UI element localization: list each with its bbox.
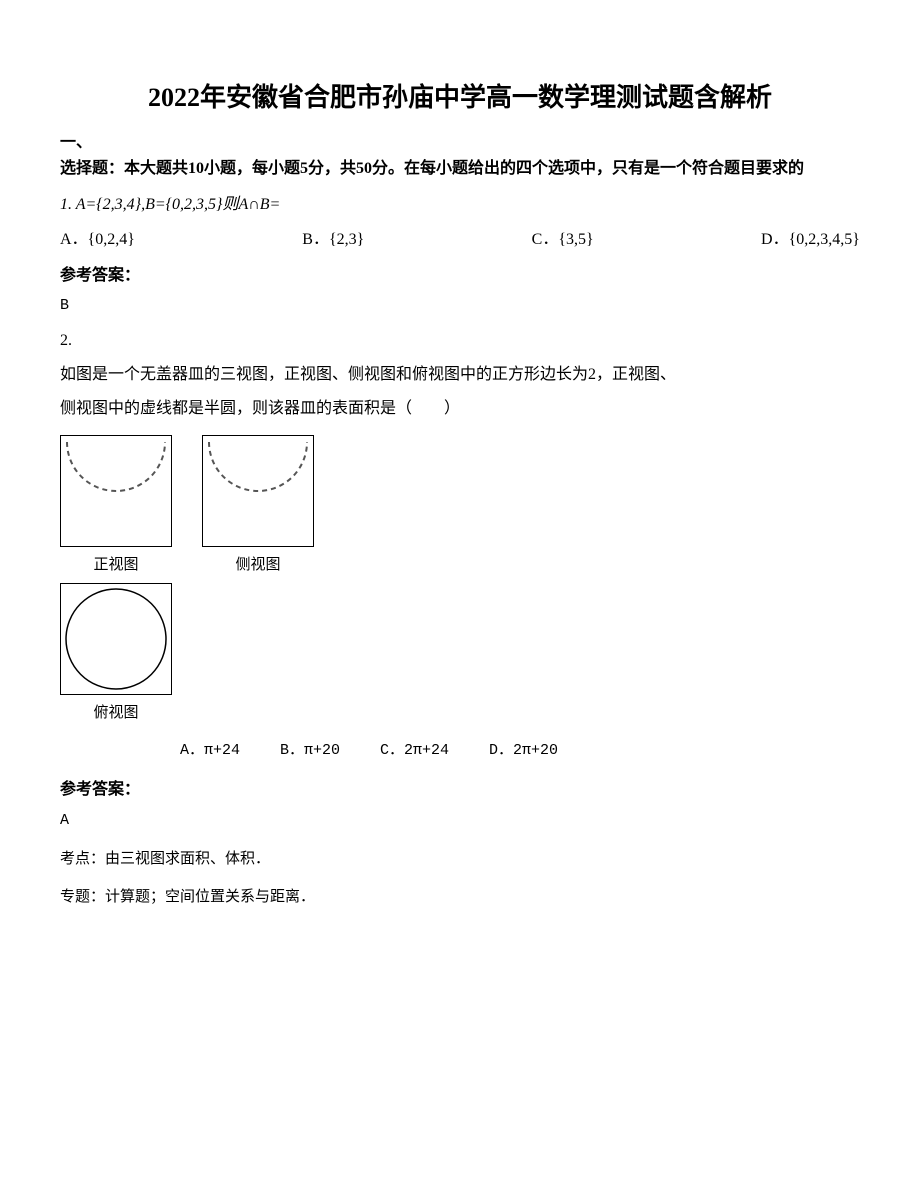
three-views-row-1: 正视图 侧视图 — [60, 435, 860, 577]
question-1: 1. A={2,3,4},B={0,2,3,5}则A∩B= A．{0,2,4} … — [60, 192, 860, 319]
q1-option-d: D．{0,2,3,4,5} — [761, 227, 860, 253]
question-2: 2. 如图是一个无盖器皿的三视图，正视图、侧视图和俯视图中的正方形边长为2，正视… — [60, 328, 860, 908]
section-number: 一、 — [60, 134, 92, 151]
q2-answer: A — [60, 809, 860, 833]
side-view-label: 侧视图 — [235, 553, 280, 577]
q2-kaodian: 考点：由三视图求面积、体积． — [60, 847, 860, 871]
side-view-col: 侧视图 — [202, 435, 314, 577]
q1-option-c: C．{3,5} — [532, 227, 594, 253]
q2-option-d: D．2π+20 — [489, 739, 558, 763]
q2-options: A．π+24 B．π+20 C．2π+24 D．2π+20 — [60, 739, 860, 763]
page-title: 2022年安徽省合肥市孙庙中学高一数学理测试题含解析 — [60, 80, 860, 116]
q2-number: 2. — [60, 328, 860, 354]
q1-stem: 1. A={2,3,4},B={0,2,3,5}则A∩B= — [60, 192, 860, 218]
top-view-diagram — [60, 583, 172, 695]
q2-option-b: B．π+20 — [280, 739, 340, 763]
q2-answer-label: 参考答案： — [60, 777, 860, 803]
front-view-diagram — [60, 435, 172, 547]
three-views-row-2: 俯视图 — [60, 583, 860, 725]
q1-option-b: B．{2,3} — [302, 227, 364, 253]
q2-option-c: C．2π+24 — [380, 739, 449, 763]
front-view-label: 正视图 — [93, 553, 138, 577]
top-view-label: 俯视图 — [93, 701, 138, 725]
q1-options: A．{0,2,4} B．{2,3} C．{3,5} D．{0,2,3,4,5} — [60, 227, 860, 253]
q2-option-a: A．π+24 — [180, 739, 240, 763]
q1-option-a: A．{0,2,4} — [60, 227, 135, 253]
side-view-diagram — [202, 435, 314, 547]
q1-answer: B — [60, 294, 860, 318]
q2-zhuanti: 专题：计算题；空间位置关系与距离． — [60, 885, 860, 909]
q2-stem-line2: 侧视图中的虚线都是半圆，则该器皿的表面积是（ ） — [60, 396, 860, 422]
front-view-col: 正视图 — [60, 435, 172, 577]
q1-stem-text: 1. A={2,3,4},B={0,2,3,5}则A∩B= — [60, 196, 280, 213]
top-view-col: 俯视图 — [60, 583, 172, 725]
section-1-header: 一、 选择题：本大题共10小题，每小题5分，共50分。在每小题给出的四个选项中，… — [60, 130, 860, 181]
q2-stem-line1: 如图是一个无盖器皿的三视图，正视图、侧视图和俯视图中的正方形边长为2，正视图、 — [60, 362, 860, 388]
section-instructions: 选择题：本大题共10小题，每小题5分，共50分。在每小题给出的四个选项中，只有是… — [60, 160, 804, 177]
q1-answer-label: 参考答案： — [60, 263, 860, 289]
